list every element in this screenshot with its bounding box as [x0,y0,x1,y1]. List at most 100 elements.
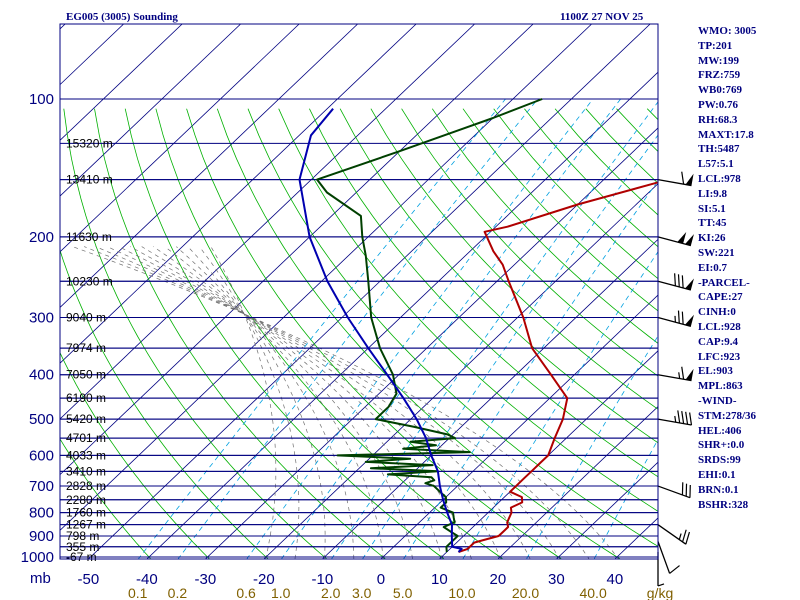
index-item: TP:201 [698,39,733,52]
wind-barb-staff [657,541,671,574]
index-item: LFC:923 [698,350,741,363]
mixing-ratio-tick-label: 0.1 [128,585,148,600]
mixing-ratio-tick-label: 2.0 [321,585,341,600]
pressure-tick-label: 100 [29,91,54,108]
pressure-tick-label: 200 [29,229,54,246]
wind-barb-half [657,583,665,587]
dry-adiabat [247,108,658,547]
index-item: LI:9.8 [698,187,728,200]
height-label: 4033 m [66,448,106,462]
index-item: LCL:928 [698,320,741,333]
index-item: MPL:863 [698,380,743,393]
index-item: MW:199 [698,54,739,67]
pressure-unit-label: mb [30,570,51,587]
wind-barb-full [677,310,680,324]
index-item: MAXT:17.8 [698,128,754,141]
height-label: 3410 m [66,464,106,478]
wind-barb-half [678,533,682,540]
index-item: SRDS:99 [698,454,741,467]
wind-barb-full [677,274,680,287]
index-item: BSHR:328 [698,498,749,511]
index-item: LCL:978 [698,172,741,185]
wind-barb-full [689,412,693,426]
isotherm-line [60,24,475,420]
pressure-tick-label: 800 [29,505,54,522]
mixing-ratio-tick-label: 20.0 [512,585,539,600]
height-label: -67 m [66,550,97,564]
wind-barb-half [678,372,681,379]
isotherm-line [556,461,658,559]
height-label: 2280 m [66,493,106,507]
index-item: SI:5.1 [698,202,726,215]
wind-barb-full [681,311,684,325]
index-item: PW:0.76 [698,98,739,111]
wind-barb-full [681,366,685,380]
isotherm-line [60,24,183,141]
index-item: -PARCEL- [698,276,750,289]
wind-barb-full [681,275,684,289]
dry-adiabat [401,108,658,377]
index-item: FRZ:759 [698,69,741,82]
height-label: 11630 m [66,230,112,244]
dry-adiabat [278,108,658,512]
height-label: 4701 m [66,431,106,445]
index-item: CINH:0 [698,306,736,319]
index-item: TT:45 [698,217,727,230]
wind-barb-full [669,565,680,574]
isotherm-line [380,294,658,559]
index-item: STM:278/36 [698,409,757,422]
mixing-ratio-tick-label: 40.0 [579,585,606,600]
wind-barb-full [681,529,687,543]
height-label: 15320 m [66,136,113,150]
temperature-tick-label: -20 [253,571,275,588]
moist-adiabat [83,246,590,559]
mixing-ratio-line [362,134,658,559]
mixing-ratio-tick-label: 1.0 [271,585,291,600]
height-label: 2828 m [66,479,106,493]
index-item: CAP:9.4 [698,335,739,348]
index-item: TH:5487 [698,143,740,156]
isotherm-line [60,24,241,197]
temperature-tick-label: 10 [431,571,448,588]
wind-barb-full [677,410,681,424]
isotherm-line [60,24,358,309]
pressure-tick-label: 900 [29,528,54,545]
temperature-tick-label: -30 [195,571,217,588]
temperature-profile-line [458,181,658,553]
index-item: RH:68.3 [698,113,738,126]
height-label: 355 m [66,540,99,554]
mixing-ratio-tick-label: 3.0 [352,585,372,600]
dry-adiabat [94,108,387,559]
wind-barb-staff [657,524,687,545]
wind-barb-full [674,273,676,286]
mixing-ratio-line [462,251,658,559]
mixing-ratio-line [177,98,539,559]
wind-barb-flag [677,232,687,244]
pressure-tick-label: 500 [29,411,54,428]
isotherm-line [60,24,534,476]
isotherm-line [205,127,658,559]
dry-adiabat [431,108,658,344]
mixing-ratio-tick-label: 0.2 [168,585,188,600]
wind-barb-staff [657,374,692,382]
mixing-ratio-tick-label: 0.6 [236,585,256,600]
wind-barb-full [685,411,689,425]
index-item: CAPE:27 [698,291,743,304]
wind-barb-flag [685,368,694,381]
mixing-ratio-line [526,335,658,559]
pressure-tick-label: 400 [29,367,54,384]
pressure-tick-label: 600 [29,447,54,464]
index-item: KI:26 [698,232,726,245]
temperature-tick-label: -40 [136,571,158,588]
temperature-tick-label: 30 [548,571,565,588]
height-label: 1760 m [66,506,106,520]
wind-barb-flag [685,173,694,186]
parcel-profile-line [298,108,463,553]
station-title: EG005 (3005) Sounding [66,11,178,23]
wind-barb-staff [657,418,692,426]
index-item: -WIND- [698,394,737,407]
isotherm-line [263,183,658,559]
isotherm-line [146,71,658,559]
mixing-ratio-line [137,98,506,559]
